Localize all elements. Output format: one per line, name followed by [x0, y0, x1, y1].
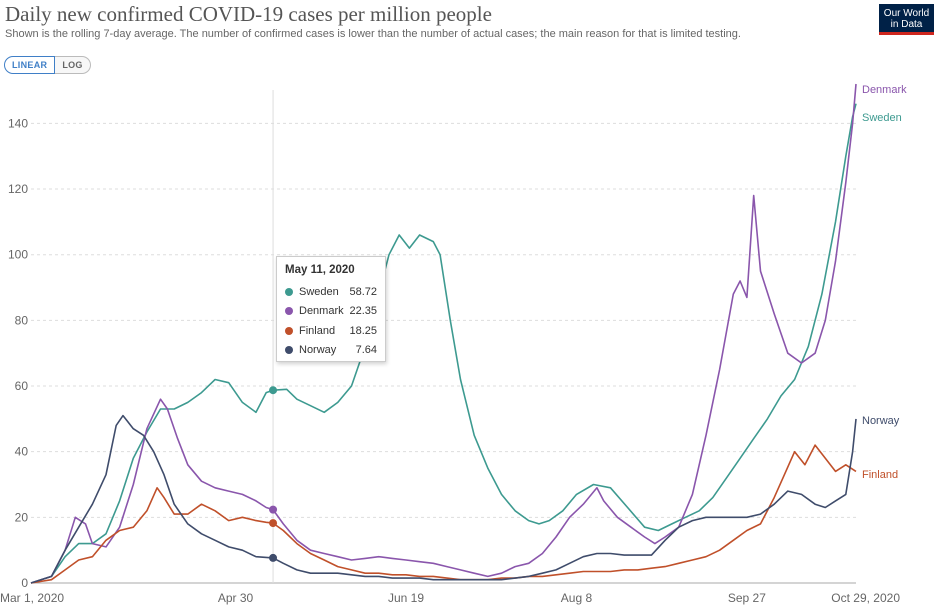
tooltip-value: 7.64 [355, 344, 377, 357]
hover-marker-norway [269, 553, 278, 562]
x-tick-label: Aug 8 [561, 591, 593, 605]
legend-dot-icon [285, 326, 293, 335]
legend-dot-icon [285, 307, 293, 316]
tooltip-date: May 11, 2020 [285, 264, 355, 276]
log-scale-button[interactable]: LOG [55, 56, 91, 74]
hover-marker-denmark [269, 505, 278, 514]
tooltip-value: 58.72 [349, 285, 377, 298]
y-tick-label: 120 [8, 182, 28, 196]
x-tick-label: Sep 27 [728, 591, 766, 605]
x-tick-label: Oct 29, 2020 [831, 591, 900, 605]
legend-dot-icon [285, 346, 293, 355]
series-line-sweden [30, 103, 857, 584]
series-line-denmark [30, 83, 857, 584]
series-line-finland [30, 444, 857, 584]
tooltip-row-sweden: Sweden 58.72 [285, 282, 377, 302]
tooltip-entity: Finland [299, 324, 336, 337]
logo-line-2: in Data [890, 19, 923, 30]
chart-title: Daily new confirmed COVID-19 cases per m… [5, 2, 492, 26]
tooltip-row-denmark: Denmark 22.35 [285, 302, 377, 322]
tooltip-entity: Sweden [299, 285, 339, 298]
x-tick-label: Mar 1, 2020 [0, 591, 64, 605]
x-tick-label: Apr 30 [218, 591, 254, 605]
linear-scale-button[interactable]: LINEAR [4, 56, 56, 74]
y-tick-label: 20 [15, 510, 29, 524]
tooltip-row-norway: Norway 7.64 [285, 341, 377, 361]
tooltip-value: 22.35 [349, 305, 377, 318]
series-label-norway: Norway [862, 415, 900, 427]
y-tick-label: 140 [8, 116, 28, 130]
y-tick-label: 60 [15, 379, 29, 393]
scale-toggle: LINEAR LOG [4, 56, 91, 74]
logo-line-1: Our World [883, 8, 930, 19]
tooltip-value: 18.25 [349, 324, 377, 337]
tooltip-entity: Norway [299, 344, 337, 357]
owid-logo[interactable]: Our World in Data [879, 4, 934, 35]
series-label-sweden: Sweden [862, 112, 902, 124]
hover-marker-sweden [269, 386, 278, 395]
y-tick-label: 0 [21, 576, 28, 590]
y-tick-label: 40 [15, 445, 29, 459]
y-tick-label: 100 [8, 248, 28, 262]
y-tick-label: 80 [15, 313, 29, 327]
series-line-norway [30, 414, 857, 584]
tooltip-entity: Denmark [299, 305, 344, 318]
hover-tooltip: May 11, 2020 Sweden 58.72 Denmark 22.35 … [276, 256, 386, 362]
hover-marker-finland [269, 519, 278, 528]
legend-dot-icon [285, 287, 293, 296]
series-label-finland: Finland [862, 469, 898, 481]
tooltip-row-finland: Finland 18.25 [285, 321, 377, 341]
x-tick-label: Jun 19 [388, 591, 424, 605]
chart-subtitle: Shown is the rolling 7-day average. The … [5, 28, 741, 40]
series-label-denmark: Denmark [862, 84, 907, 96]
